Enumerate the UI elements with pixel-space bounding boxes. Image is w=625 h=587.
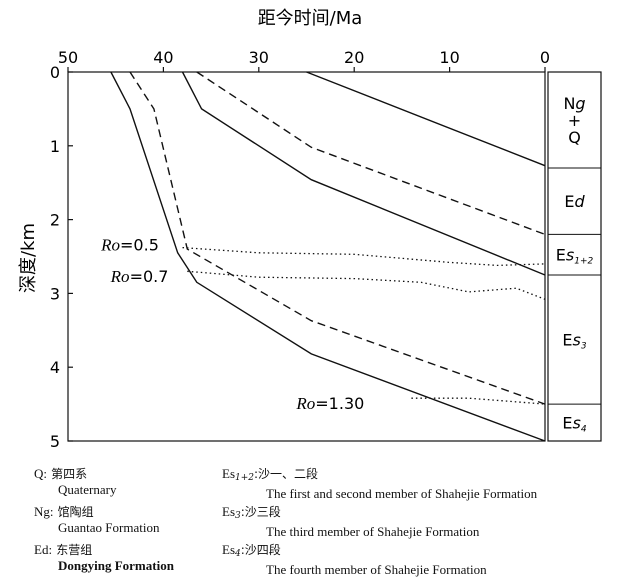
strata-label-italic: d (574, 192, 585, 211)
series-line-solid (181, 71, 546, 276)
strata-label-italic: s (573, 331, 581, 350)
ro-var: Ro (100, 235, 120, 254)
x-tick-label: 30 (249, 48, 269, 67)
legend-es12-zh: :沙一、二段 (254, 467, 319, 481)
strata-label-italic: s (573, 414, 581, 433)
legend-ed-en: Dongying Formation (58, 558, 174, 573)
strata-label-sub: 1+2 (574, 257, 593, 267)
ro-value: =0.7 (130, 267, 169, 286)
y-axis-ticks: 0 1 2 3 4 5 (50, 63, 73, 451)
strata-label-base: E (564, 192, 574, 211)
legend-ng-en: Guantao Formation (58, 520, 160, 535)
legend-ed: Ed: 东营组 Dongying Formation (34, 542, 174, 574)
series-line-solid (306, 71, 546, 167)
strata-label: Es3 (562, 331, 586, 352)
legend-ed-zh: 东营组 (56, 543, 93, 557)
x-tick-label: 50 (58, 48, 78, 67)
legend-q: Q: 第四系 Quaternary (34, 466, 116, 498)
legend-es3-zh: :沙三段 (240, 505, 281, 519)
legend-es4-zh: :沙四段 (240, 543, 281, 557)
x-tick-label: 40 (153, 48, 173, 67)
x-axis-ticks: 50 40 30 20 10 0 (58, 48, 550, 72)
ro-label: Ro=0.7 (110, 267, 169, 286)
legend-ng-abbr: Ng: (34, 504, 54, 519)
legend-es12-sub: 1+2 (235, 473, 254, 483)
legend-q-abbr: Q: (34, 466, 47, 481)
legend-es3-abbr: Es (222, 504, 235, 519)
legend-es3-en: The third member of Shahejie Formation (266, 524, 480, 539)
strata-label-base: N (563, 94, 575, 113)
strata-label-base: E (562, 414, 572, 433)
legend-es3-sub: 3 (235, 511, 241, 521)
series-line-solid (110, 71, 546, 442)
legend-ed-abbr: Ed: (34, 542, 53, 557)
y-tick-label: 3 (50, 284, 60, 303)
strata-label: + (568, 111, 581, 130)
legend-es4-abbr: Es (222, 542, 235, 557)
legend-es12-abbr: Es (222, 466, 235, 481)
plot-frame (67, 71, 546, 442)
ro-label: Ro=1.30 (295, 394, 364, 413)
ro-label: Ro=0.5 (100, 235, 159, 254)
strata-label: Ed (564, 192, 585, 211)
series-line-dotted (187, 270, 546, 300)
legend-q-en: Quaternary (58, 482, 117, 497)
x-tick-label: 0 (540, 48, 550, 67)
y-axis-title: 深度/km (18, 223, 39, 293)
ro-var: Ro (110, 267, 130, 286)
ro-annotations: Ro=0.5Ro=0.7Ro=1.30 (100, 235, 364, 413)
y-tick-label: 0 (50, 63, 60, 82)
series-line-dashed (196, 71, 546, 236)
legend-es4: Es4:沙四段 The fourth member of Shahejie Fo… (222, 542, 487, 578)
legend-es3: Es3:沙三段 The third member of Shahejie For… (222, 504, 479, 540)
legend-es12: Es1+2:沙一、二段 The first and second member … (222, 466, 537, 502)
strata-label-sub: 3 (581, 342, 587, 352)
x-tick-label: 20 (344, 48, 364, 67)
strata-label-base: E (562, 331, 572, 350)
strata-label-italic: s (566, 246, 574, 265)
strata-label-italic: g (575, 94, 585, 113)
strata-label: Ng (563, 94, 585, 113)
plot-area-border (67, 71, 546, 442)
legend-q-zh: 第四系 (51, 467, 88, 481)
strata-column-border (547, 71, 602, 442)
y-tick-label: 1 (50, 137, 60, 156)
legend-ng-zh: 馆陶组 (57, 505, 94, 519)
ro-var: Ro (295, 394, 315, 413)
x-tick-label: 10 (439, 48, 459, 67)
strata-label-sub: 4 (581, 425, 587, 435)
legend-es12-en: The first and second member of Shahejie … (266, 486, 538, 501)
y-tick-label: 2 (50, 211, 60, 230)
x-axis-title: 距今时间/Ma (258, 8, 363, 29)
strata-label: Es1+2 (556, 246, 594, 267)
legend-es4-en: The fourth member of Shahejie Formation (266, 562, 487, 577)
strata-label-base: + (568, 111, 581, 130)
ro-value: =1.30 (315, 394, 364, 413)
strata-label: Q (568, 128, 581, 147)
y-tick-label: 5 (50, 432, 60, 451)
strata-label-base: Q (568, 128, 581, 147)
series-line-dashed (129, 71, 546, 405)
y-tick-label: 4 (50, 358, 60, 377)
burial-curves (110, 71, 546, 442)
strata-label: Es4 (562, 414, 586, 435)
legend-ng: Ng: 馆陶组 Guantao Formation (34, 504, 159, 536)
legend-es4-sub: 4 (235, 549, 241, 559)
series-line-dotted (182, 246, 546, 267)
ro-value: =0.5 (120, 235, 159, 254)
strata-label-base: E (556, 246, 566, 265)
